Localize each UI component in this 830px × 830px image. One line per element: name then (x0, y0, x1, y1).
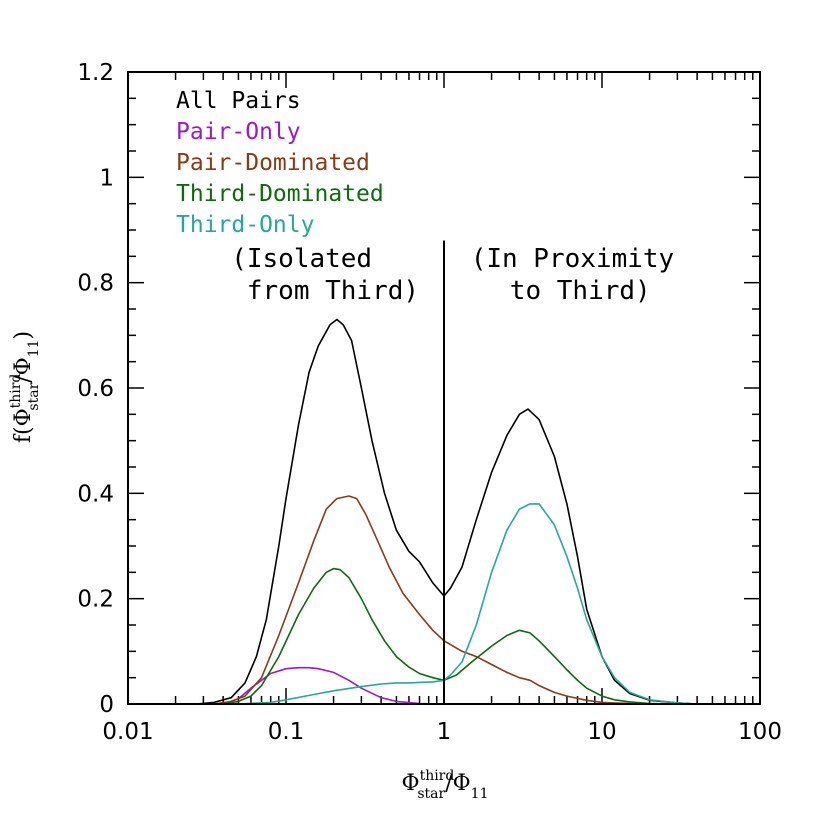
annotations: (Isolated from Third) (In Proximity to Th… (231, 244, 674, 306)
x-label-base: Φ (402, 771, 420, 796)
x-axis-label: Φthird star/Φ11 (402, 768, 489, 802)
y-tick-label: 0.4 (77, 481, 114, 507)
y-label-sub: star (26, 382, 42, 410)
annotation: (In Proximity to Third) (471, 244, 675, 306)
axis-ticks (127, 71, 760, 705)
series-line-all-pairs (196, 318, 698, 705)
x-tick-label: 1 (437, 719, 452, 745)
y-tick-label: 0.8 (77, 271, 114, 297)
series-line-pair-dominated (213, 495, 650, 705)
annotation-line: to Third) (494, 276, 651, 306)
y-tick-label: 1 (99, 165, 114, 191)
series-line-third-dominated (222, 567, 678, 705)
x-label-sup: third (420, 768, 455, 784)
y-tick-label: 0.2 (77, 587, 114, 613)
y-axis-label: f(Φthird star/Φ11) (8, 331, 42, 443)
legend-entry: All Pairs (176, 88, 301, 114)
legend-entry: Pair-Only (176, 119, 301, 145)
y-label-sup: third (8, 374, 24, 409)
plot-frame (127, 71, 761, 705)
x-tick-label: 0.1 (268, 719, 305, 745)
legend-entry: Pair-Dominated (176, 150, 370, 176)
x-tick-label: 0.01 (102, 719, 153, 745)
series-lines (196, 318, 698, 705)
y-label-rest: /Φ (11, 357, 36, 382)
y-tick-label: 1.2 (77, 60, 114, 86)
legend-entry: Third-Only (176, 212, 314, 238)
y-tick-label: 0 (99, 692, 114, 718)
x-tick-label: 100 (738, 719, 782, 745)
annotation-line: from Third) (231, 276, 419, 306)
series-line-third-only (238, 503, 698, 705)
x-tick-label: 10 (587, 719, 616, 745)
annotation: (Isolated from Third) (231, 244, 419, 306)
x-label-rest: /Φ (445, 771, 470, 796)
x-label-rest-sub: 11 (471, 786, 489, 802)
legend: All Pairs Pair-Only Pair-Dominated Third-Do… (176, 88, 384, 238)
annotation-line: (In Proximity (471, 244, 675, 274)
y-tick-label: 0.6 (77, 376, 114, 402)
y-label-pre: f(Φ (11, 408, 36, 443)
y-label-rest-sub: 11 (26, 339, 42, 357)
legend-entry: Third-Dominated (176, 181, 384, 207)
annotation-line: (Isolated (231, 244, 372, 274)
y-label-post: ) (11, 331, 36, 340)
tick-labels: 0.01 0.1 1 10 100 0 0.2 0.4 0.6 0.8 1 1.2 (77, 60, 782, 745)
x-label-sub: star (417, 786, 445, 802)
